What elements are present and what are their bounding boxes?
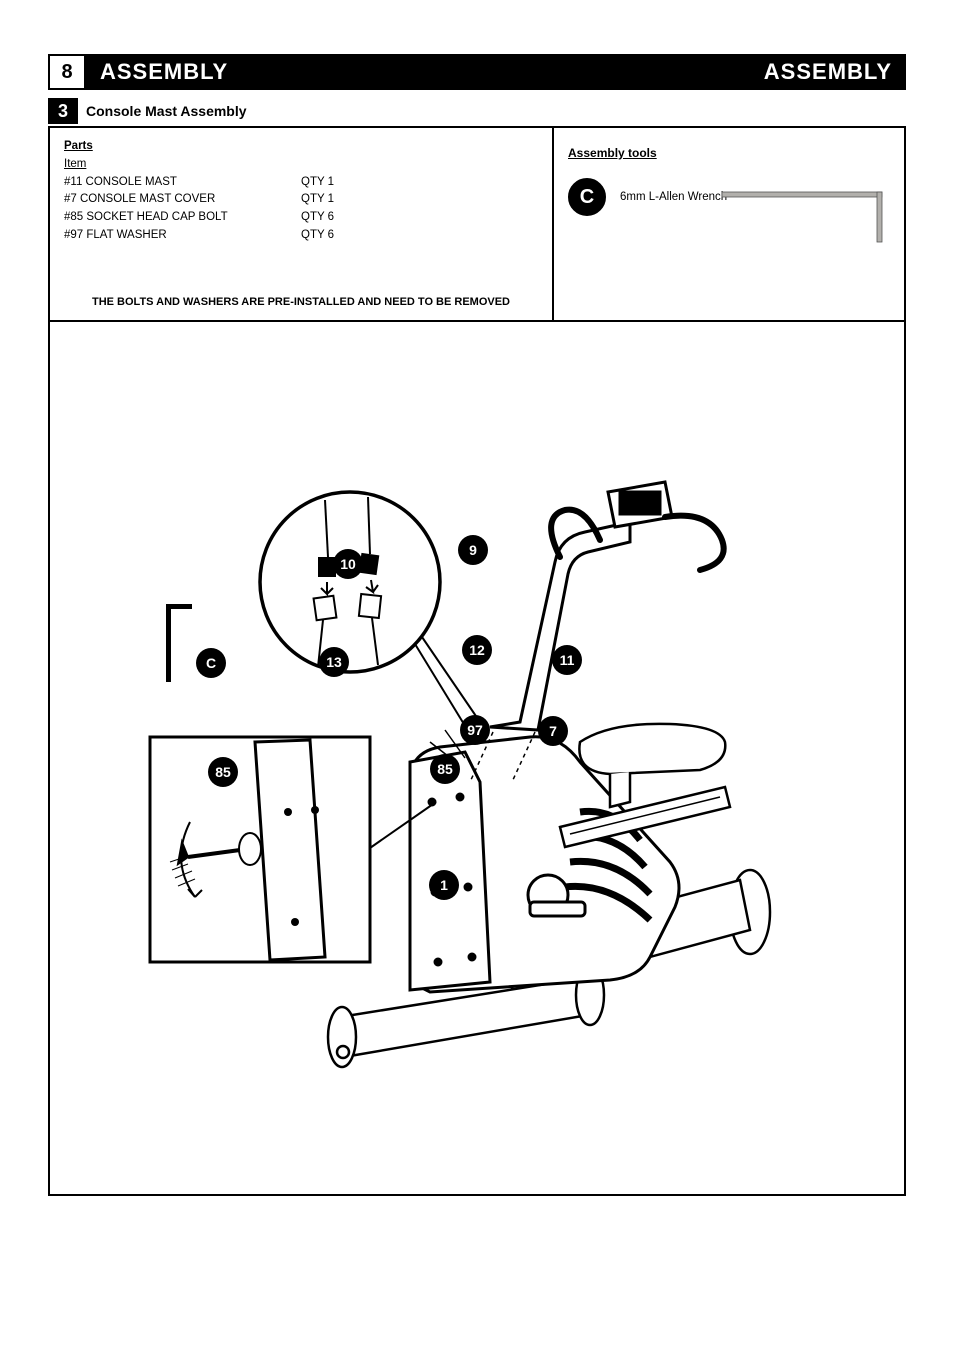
step-title: Console Mast Assembly <box>86 103 247 119</box>
callout-85-inset: 85 <box>208 757 238 787</box>
step-header: 3 Console Mast Assembly <box>48 98 906 124</box>
parts-col-qty-header <box>301 156 538 174</box>
main-frame: Parts Item #11 CONSOLE MAST QTY 1 #7 CON… <box>48 126 906 1196</box>
parts-qty-4: QTY 6 <box>301 227 538 245</box>
parts-item-1: #11 CONSOLE MAST <box>64 174 301 192</box>
callout-9: 9 <box>458 535 488 565</box>
callout-1-frame: 1 <box>429 870 459 900</box>
callout-10: 10 <box>333 549 363 579</box>
parts-col-item-header: Item <box>64 156 301 174</box>
parts-list: Parts Item #11 CONSOLE MAST QTY 1 #7 CON… <box>64 138 538 245</box>
parts-row-header: Item <box>64 156 538 174</box>
parts-row-1: #11 CONSOLE MAST QTY 1 <box>64 174 538 192</box>
allen-wrench-icon <box>720 188 890 248</box>
parts-item-4: #97 FLAT WASHER <box>64 227 301 245</box>
callout-7-cover: 7 <box>538 716 568 746</box>
step-number: 3 <box>48 98 78 124</box>
section-title-bar: ASSEMBLY ASSEMBLY <box>86 54 906 90</box>
section-title-right: ASSEMBLY <box>764 59 892 85</box>
parts-item-3: #85 SOCKET HEAD CAP BOLT <box>64 209 301 227</box>
page-header: 8 ASSEMBLY ASSEMBLY <box>48 54 906 90</box>
tools-heading: Assembly tools <box>568 146 890 160</box>
parts-qty-2: QTY 1 <box>301 191 538 209</box>
parts-qty-1: QTY 1 <box>301 174 538 192</box>
callout-11-mast: 11 <box>552 645 582 675</box>
parts-qty-3: QTY 6 <box>301 209 538 227</box>
parts-row-3: #85 SOCKET HEAD CAP BOLT QTY 6 <box>64 209 538 227</box>
illustration-cell: C 10 9 13 12 11 85 97 7 1 85 <box>50 322 904 1194</box>
page-number: 8 <box>48 54 86 90</box>
parts-row-2: #7 CONSOLE MAST COVER QTY 1 <box>64 191 538 209</box>
tools-cell: Assembly tools C 6mm L-Allen Wrench <box>554 128 904 320</box>
callout-97-washer: 97 <box>460 715 490 745</box>
removal-note: THE BOLTS AND WASHERS ARE PRE-INSTALLED … <box>64 296 538 310</box>
parts-row-4: #97 FLAT WASHER QTY 6 <box>64 227 538 245</box>
parts-cell: Parts Item #11 CONSOLE MAST QTY 1 #7 CON… <box>50 128 554 320</box>
callout-12: 12 <box>462 635 492 665</box>
tool-badge-c: C <box>568 178 606 216</box>
tool-desc: 6mm L-Allen Wrench <box>620 190 727 205</box>
parts-item-2: #7 CONSOLE MAST COVER <box>64 191 301 209</box>
inset-tool-box: C <box>130 592 240 692</box>
parts-heading: Parts <box>64 138 538 156</box>
top-row: Parts Item #11 CONSOLE MAST QTY 1 #7 CON… <box>50 128 904 322</box>
inset-tool-badge: C <box>196 648 226 678</box>
section-title-left: ASSEMBLY <box>100 59 228 85</box>
callout-85-bolt: 85 <box>430 754 460 784</box>
callout-13: 13 <box>319 647 349 677</box>
